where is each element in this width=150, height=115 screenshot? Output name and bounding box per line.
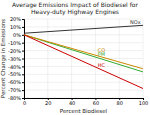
tick: -40% [8,64,24,70]
grid-line [24,82,143,83]
tick-label: -50% [8,71,21,77]
annotation: HC [98,62,106,68]
tick: 0% [13,32,24,38]
tick: -50% [8,71,24,77]
tick-label: -80% [8,95,21,101]
tick-label: 40 [69,100,75,106]
tick-label: -10% [8,40,21,46]
grid-line [71,19,72,98]
line [24,35,143,69]
grid-line [24,74,143,75]
tick-label: 80 [117,100,123,106]
annotation: NOx [130,19,141,25]
tick-mark [22,82,24,83]
annotation: CO [98,47,105,53]
tick-mark [22,66,24,67]
chart: 0 20 40 60 80 100 20% 10% 0% -10% -20% -30% -40%-50%… [0,0,150,115]
tick-label: -20% [8,48,21,54]
grid-line [143,19,144,98]
tick-mark [22,19,24,20]
grid-line [24,58,143,59]
tick-label: -70% [8,87,21,93]
tick-label: -60% [8,79,21,85]
tick: 40 [69,98,75,106]
axis-line [25,99,144,101]
line [24,25,143,33]
grid-line [95,19,96,98]
tick: 20 [45,98,51,106]
line [24,35,143,89]
tick: 100 [139,98,149,106]
grid-line [24,19,143,20]
tick-label: -40% [8,64,21,70]
tick: -60% [8,79,24,85]
tick-mark [22,59,24,60]
tick-label: 60 [93,100,99,106]
tick: -70% [8,87,24,93]
tick-label: 10% [10,24,21,30]
axis-line [22,20,25,99]
tick-label: 0 [23,100,26,106]
grid-line [47,19,48,98]
y-axis-title: Percent Change in Emissions [0,19,7,98]
tick: -10% [8,40,24,46]
plot: 0 20 40 60 80 100 20% 10% 0% -10% -20% -30% -40%-50%… [8,16,148,105]
line [24,35,143,72]
tick-mark [22,27,24,28]
tick-mark [22,35,24,36]
x-axis: 0 20 40 60 80 100 [23,98,148,106]
tick: 20% [10,16,24,22]
tick-label: -30% [8,56,21,62]
annotations: NOxPMCOHC [98,19,141,68]
tick: -20% [8,48,24,54]
grid-line [119,19,120,98]
tick-label: 0% [13,32,21,38]
tick-mark [22,51,24,52]
lines [24,25,143,88]
y-axis: 20% 10% 0% -10% -20% -30% -40%-50% -60% -70% -80% [8,16,24,101]
title: Average Emissions Impact of Biodiesel fo… [12,1,138,16]
tick-mark [22,74,24,75]
tick-label: 20 [45,100,51,106]
grid-line [24,34,143,35]
tick: 0 [23,98,26,106]
tick-mark [22,90,24,91]
tick-mark [22,98,24,99]
tick-label: 20% [10,16,21,22]
tick: 80 [117,98,123,106]
grid [24,19,143,98]
tick: 10% [10,24,24,30]
tick-label: 100 [139,100,149,106]
grid-line [24,50,143,51]
tick-mark [22,43,24,44]
tick: -80% [8,95,24,101]
tick: 60 [93,98,99,106]
grid-line [24,90,143,91]
x-axis-title: Percent Biodiesel [60,108,108,114]
tick: -30% [8,56,24,62]
